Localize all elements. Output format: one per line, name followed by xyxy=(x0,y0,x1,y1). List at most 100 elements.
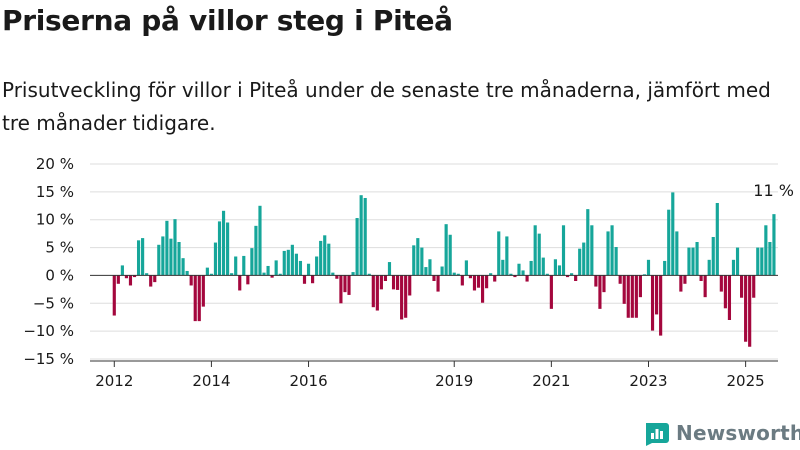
bar xyxy=(626,275,630,318)
bar xyxy=(282,250,286,276)
bar xyxy=(521,270,525,276)
bar xyxy=(444,224,448,276)
bar xyxy=(610,225,614,276)
bar xyxy=(756,247,760,276)
bar xyxy=(315,256,319,276)
bar xyxy=(181,258,185,276)
bar xyxy=(574,275,578,281)
bar xyxy=(768,242,772,276)
bar xyxy=(420,247,424,276)
y-tick-label: 0 % xyxy=(45,266,74,284)
bar xyxy=(286,249,290,276)
bar xyxy=(258,205,262,276)
last-value-label: 11 % xyxy=(753,181,794,200)
bar xyxy=(379,275,383,290)
bar xyxy=(565,275,570,278)
bar xyxy=(319,240,323,276)
bar xyxy=(375,275,379,311)
bar xyxy=(266,265,270,276)
bar xyxy=(185,270,189,276)
bar xyxy=(351,272,355,276)
bar xyxy=(456,273,460,276)
bar xyxy=(493,275,497,282)
bar xyxy=(363,197,367,276)
bar xyxy=(128,275,133,286)
bar xyxy=(557,265,562,276)
bar xyxy=(707,259,711,276)
bar xyxy=(355,218,359,276)
bar xyxy=(278,273,282,276)
bar xyxy=(331,272,335,276)
bar xyxy=(671,192,675,276)
bar xyxy=(428,259,432,276)
y-tick-label: −5 % xyxy=(33,294,74,312)
bar xyxy=(541,257,545,276)
newsworthy-logo-icon xyxy=(646,423,669,446)
bar xyxy=(169,238,173,276)
bar xyxy=(740,275,744,298)
bar xyxy=(553,259,557,276)
x-tick-label: 2014 xyxy=(192,372,230,390)
bar xyxy=(226,222,230,276)
bar xyxy=(306,263,311,276)
bar xyxy=(116,275,120,284)
bar xyxy=(687,247,691,276)
bar xyxy=(238,275,242,291)
bar xyxy=(339,275,343,304)
bar xyxy=(638,275,642,298)
x-tick-label: 2012 xyxy=(95,372,133,390)
bar xyxy=(480,275,485,303)
bar xyxy=(274,260,278,276)
bar xyxy=(157,244,161,276)
bar xyxy=(525,275,529,282)
bar xyxy=(517,263,521,276)
x-tick-label: 2025 xyxy=(727,372,765,390)
bar xyxy=(141,238,145,276)
bar xyxy=(646,259,651,276)
bar xyxy=(642,274,647,276)
bar xyxy=(343,275,347,293)
bar xyxy=(537,233,541,276)
bar xyxy=(695,242,699,276)
bar xyxy=(602,275,606,293)
bar xyxy=(242,255,246,276)
x-tick-label: 2023 xyxy=(629,372,667,390)
bar xyxy=(424,267,428,276)
bar xyxy=(703,275,707,298)
bar xyxy=(655,275,659,315)
y-tick-label: 15 % xyxy=(36,183,74,201)
bar xyxy=(505,236,509,276)
bar xyxy=(177,242,181,276)
bar xyxy=(501,259,505,276)
bar xyxy=(145,273,149,276)
bar xyxy=(679,275,683,292)
bar xyxy=(432,275,436,281)
bar xyxy=(436,275,440,292)
bar xyxy=(529,260,533,276)
bar xyxy=(659,275,663,336)
bar xyxy=(391,275,396,290)
bar xyxy=(691,247,695,276)
bar xyxy=(513,275,517,278)
bar xyxy=(254,225,258,276)
bar xyxy=(408,275,412,296)
bar xyxy=(120,265,124,276)
bar xyxy=(464,260,468,276)
bar xyxy=(549,275,553,309)
bar xyxy=(201,275,205,307)
bar xyxy=(452,272,456,276)
bar xyxy=(752,275,756,298)
bar xyxy=(197,275,201,322)
bar xyxy=(590,225,594,276)
bar xyxy=(744,275,748,342)
bar xyxy=(335,275,339,279)
bar xyxy=(699,275,703,281)
bar xyxy=(400,275,404,320)
bar xyxy=(663,260,667,276)
y-tick-label: 5 % xyxy=(45,239,74,257)
bar xyxy=(598,275,602,309)
bar xyxy=(347,275,351,295)
bar xyxy=(327,243,331,276)
bar xyxy=(509,273,513,276)
